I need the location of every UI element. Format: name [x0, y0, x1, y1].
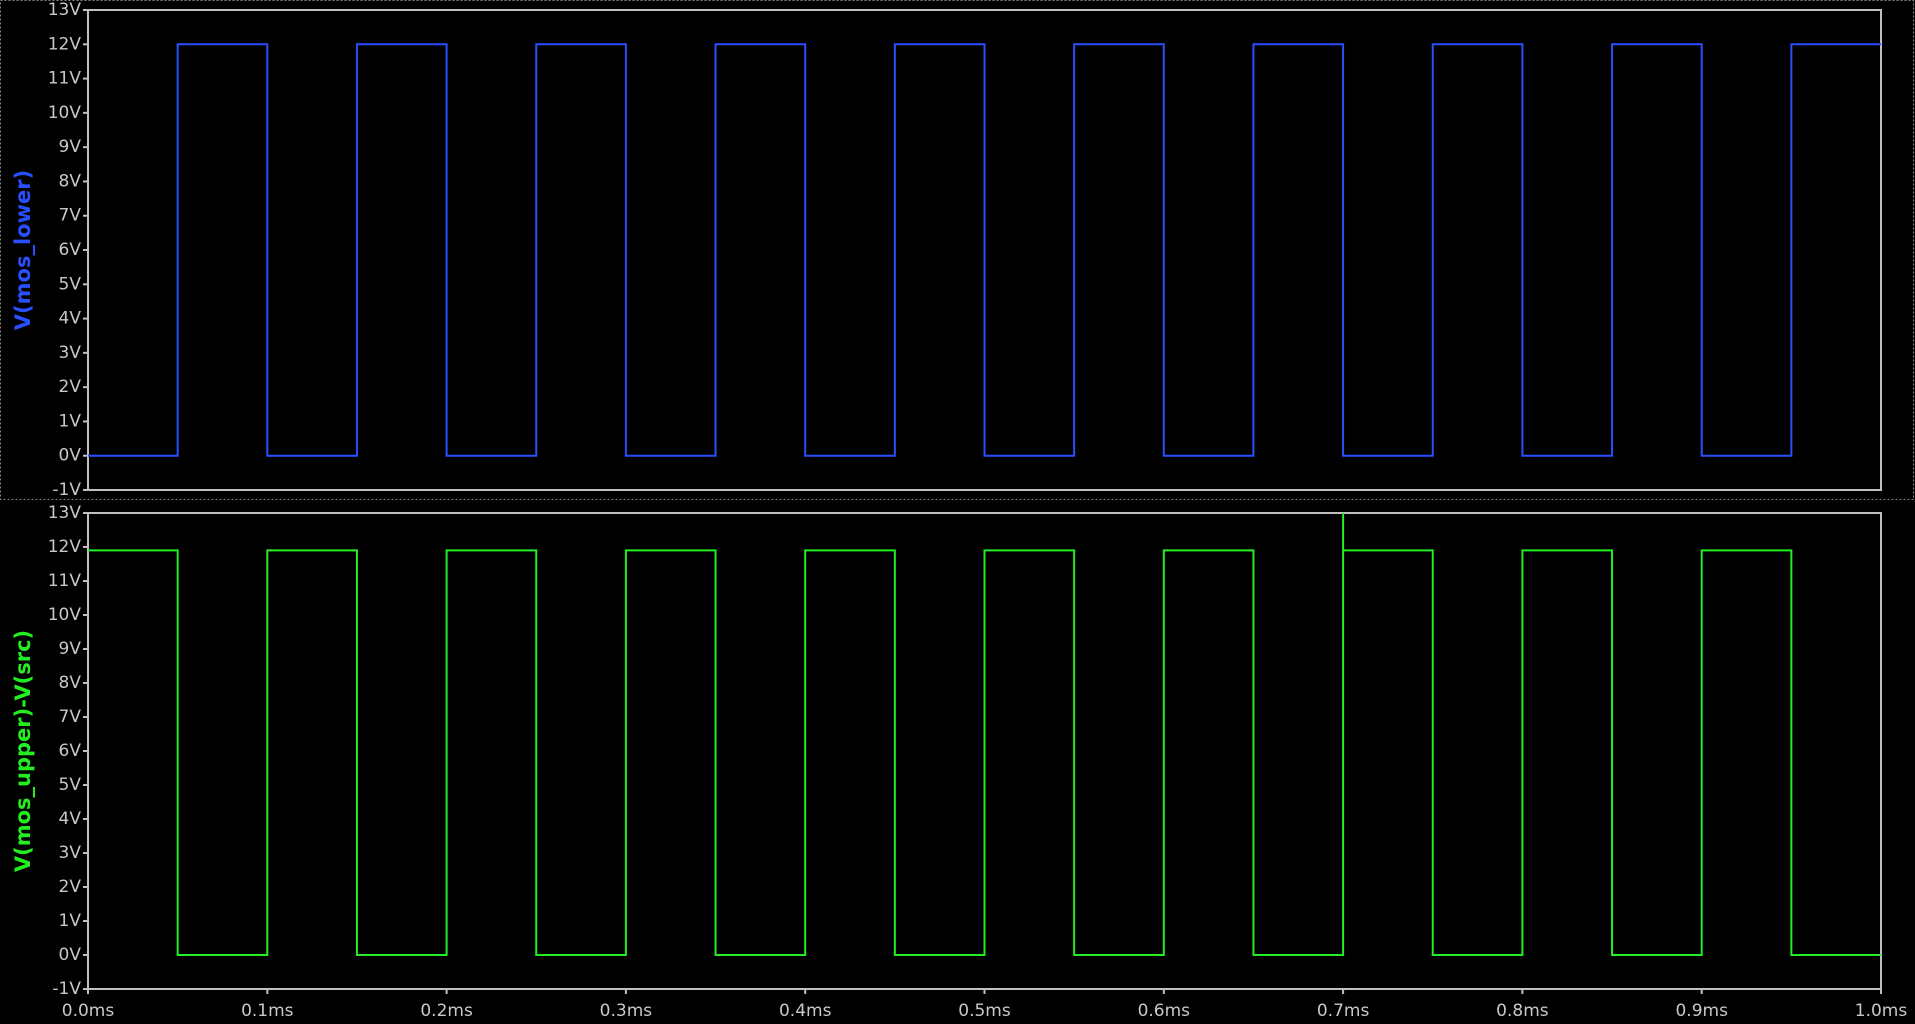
x-tick-label: 0.5ms	[958, 1001, 1011, 1021]
y-tick-label: 6V	[59, 741, 82, 761]
y-tick-label: 10V	[48, 103, 82, 123]
y-tick-label: 1V	[59, 911, 82, 931]
y-tick-label: 2V	[59, 377, 82, 397]
y-axis-label: V(mos_upper)-V(src)	[11, 630, 35, 872]
y-tick-label: 8V	[59, 171, 82, 191]
y-tick-label: 12V	[48, 537, 82, 557]
y-tick-label: 13V	[48, 0, 82, 20]
y-tick-label: 3V	[59, 343, 82, 363]
y-tick-label: 11V	[48, 69, 82, 89]
y-tick-label: 0V	[59, 945, 82, 965]
pane-border	[0, 0, 1914, 500]
y-tick-label: 9V	[59, 137, 82, 157]
y-tick-label: 0V	[59, 446, 82, 466]
x-tick-label: 0.9ms	[1675, 1001, 1728, 1021]
y-tick-label: 7V	[59, 707, 82, 727]
x-tick-label: 1.0ms	[1855, 1001, 1908, 1021]
y-tick-label: 3V	[59, 843, 82, 863]
y-tick-label: 4V	[59, 809, 82, 829]
y-tick-label: 13V	[48, 503, 82, 523]
x-tick-label: 0.3ms	[600, 1001, 653, 1021]
x-tick-label: 0.7ms	[1317, 1001, 1370, 1021]
x-tick-label: 0.0ms	[62, 1001, 115, 1021]
y-tick-label: 5V	[59, 274, 82, 294]
y-tick-label: -1V	[52, 979, 81, 999]
y-tick-label: 9V	[59, 639, 82, 659]
y-tick-label: 2V	[59, 877, 82, 897]
y-tick-label: 6V	[59, 240, 82, 260]
series-line	[88, 43, 1881, 457]
x-tick-label: 0.8ms	[1496, 1001, 1549, 1021]
y-tick-label: 12V	[48, 34, 82, 54]
y-tick-label: 8V	[59, 673, 82, 693]
y-tick-label: 11V	[48, 571, 82, 591]
y-tick-label: 10V	[48, 605, 82, 625]
y-tick-label: -1V	[52, 480, 81, 500]
y-axis-label: V(mos_lower)	[11, 170, 35, 330]
series-line	[88, 513, 1881, 956]
y-tick-label: 4V	[59, 309, 82, 329]
y-tick-label: 1V	[59, 411, 82, 431]
y-tick-label: 5V	[59, 775, 82, 795]
x-tick-label: 0.2ms	[420, 1001, 473, 1021]
x-tick-label: 0.6ms	[1138, 1001, 1191, 1021]
x-tick-label: 0.1ms	[241, 1001, 294, 1021]
x-tick-label: 0.4ms	[779, 1001, 832, 1021]
y-tick-label: 7V	[59, 206, 82, 226]
